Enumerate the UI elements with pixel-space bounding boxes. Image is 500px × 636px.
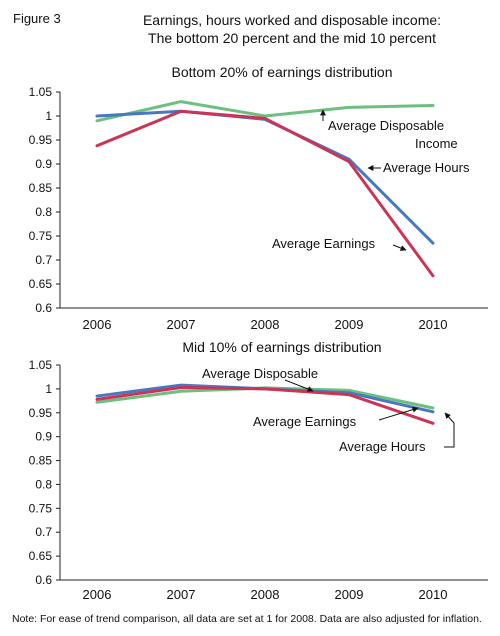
x-tick-label: 2009	[335, 317, 364, 332]
chart-title: Bottom 20% of earnings distribution	[171, 64, 392, 80]
figure-title-line-2: The bottom 20 percent and the mid 10 per…	[148, 30, 436, 46]
figure-title: Earnings, hours worked and disposable in…	[92, 11, 492, 47]
annotation-arrow	[284, 379, 314, 392]
x-tick-label: 2010	[419, 317, 448, 332]
x-tick-label: 2006	[83, 587, 112, 602]
y-tick-label: 0.95	[29, 406, 53, 420]
y-tick-label: 0.8	[35, 477, 52, 491]
chart-2: Mid 10% of earnings distribution 0.6 0.65 0…	[29, 339, 488, 602]
figure-title-line-1: Earnings, hours worked and disposable in…	[142, 12, 442, 28]
y-tick-label: 0.65	[29, 277, 53, 291]
x-tick-label: 2008	[251, 587, 280, 602]
x-tick-label: 2008	[251, 317, 280, 332]
footnote: Note: For ease of trend comparison, all …	[12, 613, 482, 625]
figure-label: Figure 3	[13, 11, 61, 26]
x-tick-label: 2007	[167, 317, 196, 332]
y-tick-label: 0.85	[29, 181, 53, 195]
y-tick-label: 0.7	[35, 253, 52, 267]
annotation-label: Income	[415, 136, 458, 151]
annotation-label: Average Disposable	[202, 366, 318, 381]
y-tick-label: 0.6	[35, 573, 52, 587]
y-tick-label: 1.05	[29, 85, 53, 99]
y-tick-label: 0.95	[29, 133, 53, 147]
annotation-label: Average Hours	[383, 160, 470, 175]
annotation-label: Average Hours	[339, 439, 426, 454]
y-tick-label: 0.65	[29, 549, 53, 563]
y-tick-label: 1	[45, 382, 52, 396]
annotation-arrow	[392, 244, 407, 251]
x-tick-label: 2007	[167, 587, 196, 602]
chart-title: Mid 10% of earnings distribution	[182, 339, 381, 355]
annotation-label: Average Earnings	[253, 414, 357, 429]
y-tick-label: 0.8	[35, 205, 52, 219]
y-tick-label: 1	[45, 109, 52, 123]
x-tick-label: 2006	[83, 317, 112, 332]
y-tick-label: 0.75	[29, 501, 53, 515]
y-tick-label: 0.85	[29, 454, 53, 468]
y-tick-label: 0.9	[35, 157, 52, 171]
y-tick-label: 0.7	[35, 525, 52, 539]
x-tick-label: 2009	[335, 587, 364, 602]
annotation-label: Average Earnings	[272, 236, 376, 251]
annotation-arrow	[444, 412, 455, 448]
y-tick-label: 0.6	[35, 301, 52, 315]
annotation-label: Average Disposable	[328, 118, 444, 133]
y-tick-label: 0.9	[35, 430, 52, 444]
chart-1: Bottom 20% of earnings distribution 0.6 0.…	[29, 64, 488, 332]
annotation-arrow	[378, 406, 419, 421]
y-tick-label: 1.05	[29, 358, 53, 372]
x-tick-label: 2010	[419, 587, 448, 602]
y-tick-label: 0.75	[29, 229, 53, 243]
